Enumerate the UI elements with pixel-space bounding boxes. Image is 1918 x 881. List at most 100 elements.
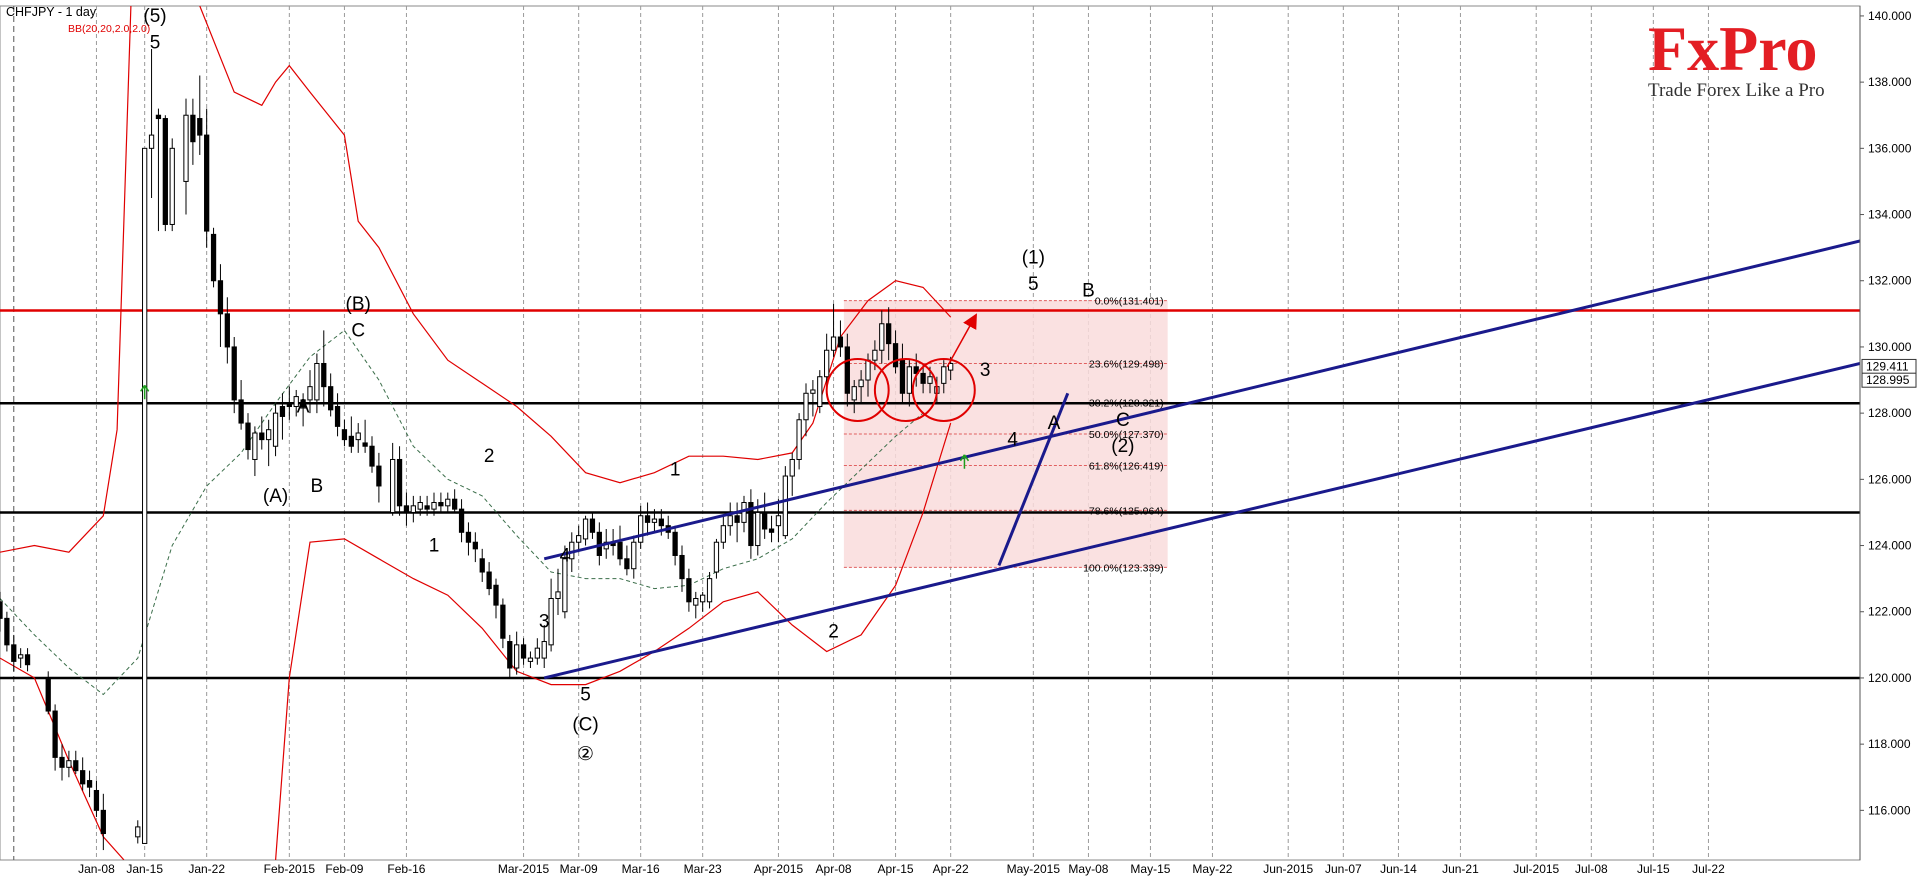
fibonacci-level-label: 50.0%(127.370) — [1089, 429, 1164, 441]
y-tick-label: 124.000 — [1868, 539, 1912, 553]
highlight-circle — [911, 357, 976, 422]
trend-line — [543, 239, 1860, 561]
candle-body — [183, 114, 189, 182]
candle-body — [300, 399, 306, 408]
wave-label: C — [351, 320, 365, 341]
candle-body — [142, 147, 148, 844]
signal-arrow-icon — [140, 384, 150, 400]
candle-body — [52, 710, 58, 758]
candle-body — [858, 379, 864, 388]
wave-label: 4 — [560, 545, 571, 566]
candle-body — [307, 386, 313, 401]
y-tick-label: 116.000 — [1868, 803, 1911, 817]
candle-body — [576, 535, 582, 543]
price-tag-box — [1861, 372, 1917, 388]
candle-body — [886, 323, 892, 345]
candle-body — [782, 475, 788, 537]
wave-label: 2 — [484, 446, 495, 467]
candle-body — [11, 644, 17, 662]
candle-body — [734, 515, 740, 523]
candle-body — [155, 114, 162, 120]
candle-body — [417, 502, 423, 510]
candle-body — [892, 343, 899, 368]
candle-body — [148, 134, 155, 149]
y-tick-label: 138.000 — [1868, 75, 1912, 89]
wave-label: (A) — [263, 486, 288, 507]
wave-label: 3 — [980, 360, 991, 381]
price-tag: 129.411 — [1861, 358, 1917, 374]
x-tick-label: Jun-2015 — [1263, 862, 1313, 876]
x-tick-label: Jul-15 — [1637, 862, 1670, 876]
candle-body — [872, 349, 878, 361]
wave-label: B — [1082, 281, 1095, 302]
candle-body — [190, 114, 196, 143]
candle-body — [24, 654, 31, 666]
candle-body — [390, 458, 396, 513]
candle-body — [197, 118, 203, 136]
candle-body — [913, 366, 919, 374]
wave-label: 1 — [429, 536, 440, 557]
candle-body — [424, 505, 430, 510]
x-tick-label: Apr-15 — [878, 862, 914, 876]
wave-label: (B) — [346, 294, 371, 315]
candle-body — [651, 518, 658, 523]
candle-body — [328, 386, 334, 411]
candle-body — [789, 458, 795, 477]
candle-body — [672, 531, 678, 556]
highlight-circle — [825, 357, 890, 422]
candle-body — [73, 760, 79, 772]
y-tick-label: 118.000 — [1868, 737, 1911, 751]
x-tick-label: Jun-07 — [1325, 862, 1362, 876]
candle-body — [314, 362, 320, 401]
wave-label: B — [311, 476, 324, 497]
candle-body — [348, 435, 354, 447]
wave-label: C — [1116, 410, 1130, 431]
candle-body — [135, 826, 141, 838]
candle-body — [762, 511, 768, 530]
candle-body — [403, 505, 410, 513]
x-tick-label: Feb-09 — [325, 862, 363, 876]
candle-body — [452, 498, 458, 510]
x-tick-label: Mar-23 — [684, 862, 722, 876]
price-tag-label: 128.995 — [1866, 373, 1910, 387]
candle-body — [706, 578, 713, 603]
candle-body — [941, 366, 947, 384]
candle-body — [472, 541, 478, 550]
wave-label: A — [297, 397, 310, 418]
candle-body — [293, 396, 299, 408]
x-tick-label: Jul-2015 — [1513, 862, 1559, 876]
candle-body — [169, 147, 175, 225]
candle-body — [679, 554, 685, 580]
candle-body — [438, 502, 444, 507]
x-tick-label: Mar-16 — [622, 862, 660, 876]
candle-body — [582, 518, 589, 540]
candle-body — [830, 336, 837, 351]
wave-label: (1) — [1022, 248, 1045, 269]
candle-body — [624, 558, 630, 570]
x-tick-label: Jun-21 — [1442, 862, 1479, 876]
indicator-label: BB(20,20,2.0,2.0) — [68, 23, 150, 35]
wave-label: 5 — [1028, 274, 1039, 295]
candle-body — [355, 432, 361, 441]
bollinger-lower-band — [275, 422, 952, 860]
candle-body — [18, 654, 24, 659]
chart-title: CHFJPY - 1 day — [6, 5, 97, 19]
wave-label: A — [1048, 413, 1061, 434]
wave-label: 4 — [1007, 430, 1018, 451]
y-tick-label: 126.000 — [1868, 472, 1912, 486]
x-tick-label: Jul-08 — [1575, 862, 1608, 876]
candle-body — [879, 323, 885, 351]
candle-body — [589, 518, 596, 533]
candle-body — [279, 406, 286, 417]
logo-brand: FxPro — [1648, 13, 1817, 84]
candle-body — [920, 372, 926, 384]
candle-body — [851, 386, 857, 401]
bollinger-upper-band — [0, 6, 132, 553]
candle-body — [803, 392, 809, 421]
x-tick-label: Mar-09 — [560, 862, 598, 876]
fibonacci-level-label: 78.6%(125.064) — [1089, 505, 1164, 517]
logo-tagline: Trade Forex Like a Pro — [1648, 80, 1825, 101]
candle-body — [204, 134, 210, 232]
candle-body — [755, 511, 761, 547]
